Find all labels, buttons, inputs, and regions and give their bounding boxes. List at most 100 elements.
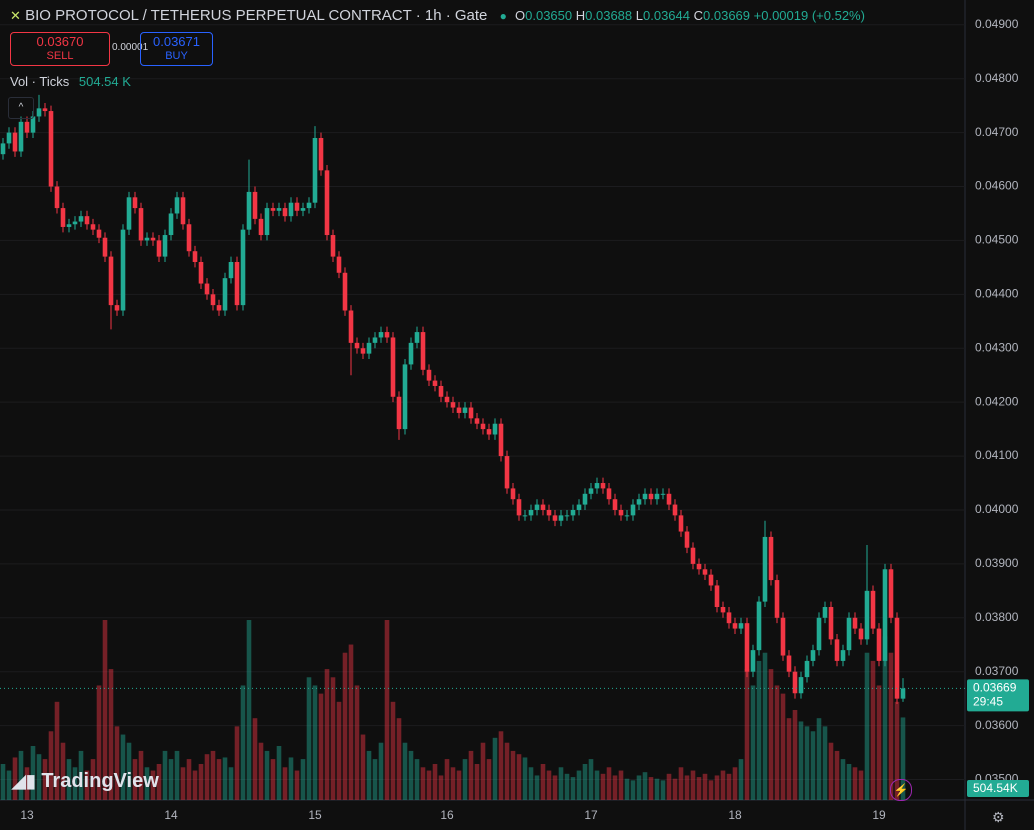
candle-body xyxy=(402,364,408,430)
candle-body xyxy=(498,423,504,457)
volume-bar xyxy=(762,652,768,800)
candle-body xyxy=(270,208,276,211)
candle-body xyxy=(606,488,612,500)
candle-body xyxy=(354,342,360,349)
candle-body xyxy=(78,216,84,222)
candle-body xyxy=(660,493,666,495)
volume-tag-label: 504.54K xyxy=(973,781,1018,795)
volume-bar xyxy=(480,742,486,800)
y-tick-label: 0.04700 xyxy=(975,125,1019,139)
volume-bar xyxy=(120,734,126,800)
y-tick-label: 0.03600 xyxy=(975,718,1019,732)
candle-body xyxy=(420,332,426,370)
candle-body xyxy=(810,650,816,661)
volume-bar xyxy=(126,742,132,800)
candle-body xyxy=(12,132,18,152)
volume-bar xyxy=(492,737,498,800)
candle-body xyxy=(858,628,864,640)
settings-button[interactable]: ⚙ xyxy=(992,809,1005,825)
candle-body xyxy=(552,515,558,521)
volume-tag xyxy=(967,780,1029,797)
volume-legend-title: Vol · Ticks xyxy=(10,74,70,89)
candle-body xyxy=(60,208,66,227)
volume-bar xyxy=(630,780,636,800)
x-tick-label: 14 xyxy=(164,808,178,822)
sell-label: SELL xyxy=(46,50,74,62)
volume-bar xyxy=(888,652,894,800)
volume-bar xyxy=(420,767,426,800)
volume-bar xyxy=(366,750,372,800)
candle-body xyxy=(222,278,228,311)
candle-body xyxy=(384,332,390,338)
volume-bar xyxy=(60,742,66,800)
y-tick-label: 0.03800 xyxy=(975,610,1019,624)
volume-bar xyxy=(552,775,558,800)
candle-body xyxy=(528,509,534,516)
volume-bar xyxy=(54,701,60,800)
candle-body xyxy=(18,121,24,152)
candle-body xyxy=(102,237,108,257)
volume-bar xyxy=(534,775,540,800)
volume-bar xyxy=(696,777,702,800)
volume-bar xyxy=(576,770,582,800)
volume-bar xyxy=(162,750,168,800)
volume-bar xyxy=(528,767,534,800)
candle-body xyxy=(300,208,306,211)
volume-bar xyxy=(864,652,870,800)
o-label: O xyxy=(515,8,526,23)
candle-body xyxy=(570,509,576,516)
candle-body xyxy=(792,671,798,694)
candle-body xyxy=(6,132,12,144)
buy-label: BUY xyxy=(165,50,188,62)
candle-body xyxy=(228,261,234,279)
y-tick-label: 0.04500 xyxy=(975,233,1019,247)
x-tick-label: 17 xyxy=(584,808,598,822)
volume-bar xyxy=(654,778,660,800)
volume-bar xyxy=(522,757,528,800)
candle-body xyxy=(36,108,42,117)
buy-button[interactable]: 0.03671 BUY xyxy=(140,32,213,66)
volume-bar xyxy=(72,767,78,800)
price-tag-label: 0.03669 xyxy=(973,681,1017,695)
candle-body xyxy=(294,202,300,211)
y-tick-label: 0.04600 xyxy=(975,179,1019,193)
candle-body xyxy=(762,536,768,602)
alert-button[interactable]: ⚡ xyxy=(890,779,912,801)
candle-body xyxy=(258,218,264,236)
volume-bar xyxy=(234,726,240,800)
candle-body xyxy=(696,563,702,570)
candle-body xyxy=(318,138,324,171)
branding: ◢▮ TradingView xyxy=(12,770,159,792)
candle-body xyxy=(336,256,342,273)
volume-bar xyxy=(582,764,588,800)
h-label: H xyxy=(575,8,586,23)
candle-body xyxy=(444,396,450,403)
volume-bar xyxy=(468,750,474,800)
candle-body xyxy=(540,504,546,510)
volume-bar xyxy=(432,764,438,800)
volume-bar xyxy=(0,764,6,800)
volume-bar xyxy=(354,685,360,800)
volume-bar xyxy=(132,759,138,800)
candle-body xyxy=(804,660,810,678)
volume-bar xyxy=(228,767,234,800)
candle-body xyxy=(672,504,678,516)
candle-body xyxy=(210,294,216,306)
x-tick-label: 16 xyxy=(440,808,454,822)
volume-bar xyxy=(222,757,228,800)
sell-button[interactable]: 0.03670 SELL xyxy=(10,32,110,66)
volume-bar xyxy=(780,693,786,800)
volume-bar xyxy=(426,770,432,800)
candle-body xyxy=(798,677,804,694)
candle-body xyxy=(192,251,198,262)
volume-bar xyxy=(246,620,252,800)
collapse-button[interactable]: ^ xyxy=(8,97,34,119)
candle-body xyxy=(366,342,372,354)
candle-body xyxy=(756,601,762,651)
volume-bar xyxy=(756,660,762,800)
volume-bar xyxy=(822,726,828,800)
y-tick-label: 0.04200 xyxy=(975,394,1019,408)
volume-bar xyxy=(690,770,696,800)
candle-body xyxy=(516,499,522,516)
